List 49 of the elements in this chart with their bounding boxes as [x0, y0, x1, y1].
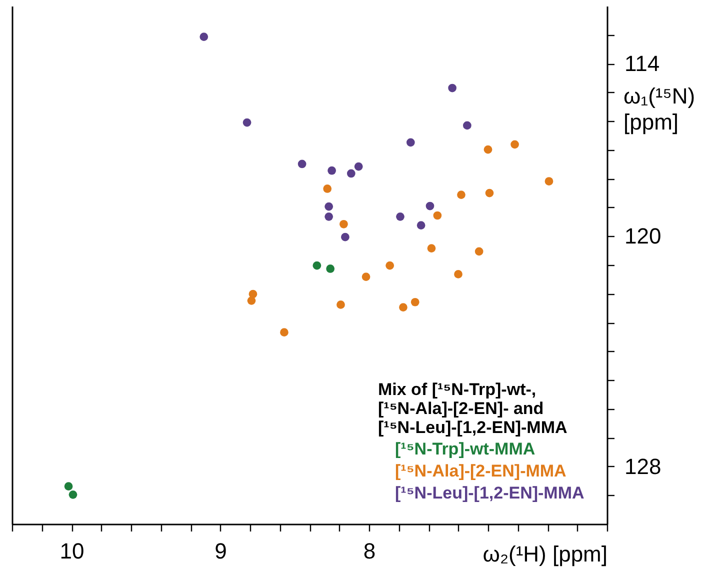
point [544, 177, 554, 186]
point [457, 190, 466, 199]
point [280, 328, 288, 337]
legend-title: Mix of [¹⁵N-Trp]-wt-, [¹⁵N-Ala]-[2-EN]- and [¹⁵N-Leu]-[1,2-EN]-MMA [378, 380, 568, 437]
point [484, 145, 492, 154]
point [396, 212, 404, 221]
point [200, 32, 208, 41]
point [416, 221, 426, 230]
point [324, 202, 334, 211]
text: [¹⁵N-Ala]-[2-EN]-MMA [395, 462, 566, 480]
point [426, 202, 434, 210]
x-tick-label: 9 [214, 538, 227, 564]
point [242, 118, 252, 127]
point [485, 188, 494, 198]
point [448, 84, 456, 92]
point [247, 296, 256, 305]
point [354, 162, 363, 171]
x-axis-title: ω₂(¹H) [ppm] [482, 542, 608, 566]
point [346, 169, 356, 178]
y-tick-label: 114 [624, 51, 660, 76]
point [410, 298, 420, 306]
point [433, 211, 442, 220]
y-tick-label: 128 [624, 454, 662, 479]
point [64, 482, 73, 490]
x-tick-label: 10 [60, 538, 84, 564]
point [328, 166, 336, 175]
point [427, 244, 436, 252]
text: [¹⁵N-Trp]-wt-MMA [395, 440, 536, 458]
point [406, 138, 415, 147]
point [323, 184, 332, 193]
point [324, 212, 334, 221]
point [312, 261, 322, 270]
point [510, 140, 519, 149]
point [362, 272, 370, 281]
y-axis-title: ω₁(¹⁵N) [ppm] [624, 84, 696, 134]
text: [¹⁵N-Leu]-[1,2-EN]-MMA [395, 484, 584, 502]
point [474, 247, 484, 256]
point [399, 303, 408, 312]
point [68, 490, 78, 499]
y-tick-label: 120 [624, 224, 662, 249]
point [462, 121, 472, 130]
point [336, 300, 345, 309]
point [386, 261, 394, 270]
point [454, 270, 462, 278]
x-tick-label: 8 [363, 538, 376, 564]
point [341, 232, 350, 242]
point [340, 220, 348, 228]
point [298, 160, 306, 168]
point [326, 264, 335, 273]
